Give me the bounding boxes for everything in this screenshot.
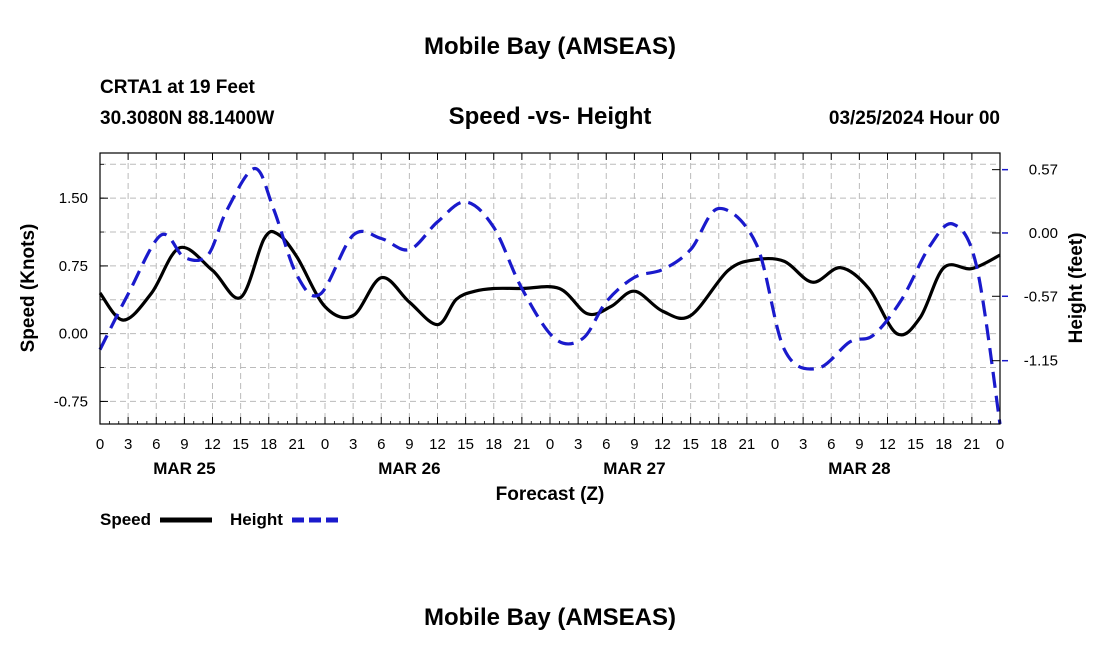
x-tick-label: 18 [935, 436, 952, 453]
x-tick-label: 3 [799, 436, 807, 453]
station-name: CRTA1 at 19 Feet [100, 77, 256, 98]
x-tick-label: 6 [602, 436, 610, 453]
x-tick-label: 9 [180, 436, 188, 453]
x-tick-label: 12 [879, 436, 896, 453]
x-tick-label: 9 [630, 436, 638, 453]
x-tick-label: 0 [996, 436, 1004, 453]
x-tick-label: 3 [349, 436, 357, 453]
x-tick-label: 9 [855, 436, 863, 453]
x-tick-label: 12 [654, 436, 671, 453]
x-date-label: MAR 25 [153, 459, 215, 478]
x-tick-label: 6 [827, 436, 835, 453]
station-coords: 30.3080N 88.1400W [100, 108, 274, 129]
run-time: 03/25/2024 Hour 00 [829, 108, 1000, 129]
x-tick-label: 6 [377, 436, 385, 453]
x-tick-label: 3 [124, 436, 132, 453]
y-right-tick-label: -0.57 [1024, 288, 1058, 305]
x-tick-label: 15 [457, 436, 474, 453]
x-tick-label: 12 [429, 436, 446, 453]
x-tick-label: 0 [546, 436, 554, 453]
x-tick-label: 0 [771, 436, 779, 453]
legend: Speed Height [100, 510, 342, 529]
x-tick-label: 18 [710, 436, 727, 453]
y-axis-left-title: Speed (Knots) [18, 224, 39, 353]
grid-lines [100, 153, 1000, 424]
x-date-label: MAR 28 [828, 459, 890, 478]
x-tick-label: 21 [289, 436, 306, 453]
y-left-tick-label: 0.75 [59, 258, 88, 275]
legend-speed-label: Speed [100, 510, 151, 529]
x-tick-label: 15 [232, 436, 249, 453]
series-lines [98, 166, 1002, 425]
height-series-line [98, 166, 1002, 425]
x-tick-label: 0 [321, 436, 329, 453]
x-tick-label: 15 [907, 436, 924, 453]
axis-tick-labels: 0 3 6 9 12 15 18 21 0 3 6 9 12 15 18 21 0 3 6 9 12 15 18 21 0 3 6 9… [54, 162, 1058, 478]
axis-ticks [99, 153, 1008, 424]
x-tick-label: 21 [964, 436, 981, 453]
x-tick-label: 0 [96, 436, 104, 453]
main-title: Mobile Bay (AMSEAS) [424, 33, 676, 60]
y-left-tick-label: 1.50 [59, 190, 88, 207]
x-tick-label: 3 [574, 436, 582, 453]
y-right-tick-label: 0.57 [1029, 162, 1058, 179]
x-tick-label: 15 [682, 436, 699, 453]
y-right-tick-label: 0.00 [1029, 225, 1058, 242]
x-date-label: MAR 26 [378, 459, 440, 478]
x-tick-label: 9 [405, 436, 413, 453]
x-tick-label: 12 [204, 436, 221, 453]
y-left-tick-label: 0.00 [59, 326, 88, 343]
y-right-tick-label: -1.15 [1024, 353, 1058, 370]
legend-height-label: Height [230, 510, 283, 529]
x-date-label: MAR 27 [603, 459, 665, 478]
x-tick-label: 21 [514, 436, 531, 453]
y-left-tick-label: -0.75 [54, 393, 88, 410]
x-tick-label: 6 [152, 436, 160, 453]
x-tick-label: 18 [485, 436, 502, 453]
y-axis-right-title: Height (feet) [1066, 233, 1087, 344]
chart-title: Speed -vs- Height [449, 103, 652, 130]
x-tick-label: 18 [260, 436, 277, 453]
x-axis-title: Forecast (Z) [496, 484, 605, 505]
x-tick-label: 21 [739, 436, 756, 453]
footer-title: Mobile Bay (AMSEAS) [424, 604, 676, 631]
